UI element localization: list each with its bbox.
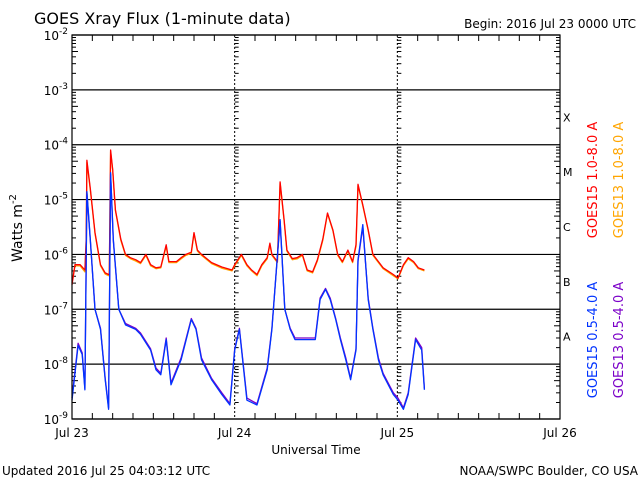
flare-class-label: C: [563, 221, 571, 234]
y-tick-label: 10-7: [44, 301, 68, 317]
y-tick-exponent: -6: [59, 246, 68, 256]
legend-entry: GOES15 0.5-4.0 A: [586, 282, 601, 399]
y-axis-label: Watts m-2: [8, 194, 26, 262]
footer-updated: Updated 2016 Jul 25 04:03:12 UTC: [2, 464, 210, 478]
x-tick-label: Jul 24: [217, 426, 252, 440]
series-line-goes13-0-5-4-0-a: [71, 173, 426, 409]
flare-class-label: A: [563, 331, 571, 344]
x-axis-label: Universal Time: [271, 443, 360, 457]
y-tick-base: 10: [44, 248, 59, 262]
y-tick-label: 10-2: [44, 27, 68, 43]
plot-frame: [71, 34, 561, 420]
flare-class-label: X: [563, 111, 571, 124]
y-tick-base: 10: [44, 413, 59, 427]
y-tick-label: 10-4: [44, 137, 69, 153]
chart-title: GOES Xray Flux (1-minute data): [34, 9, 291, 28]
x-tick-label: Jul 23: [54, 426, 89, 440]
flare-class-label: M: [563, 166, 573, 179]
legend-entry: GOES13 0.5-4.0 A: [612, 282, 627, 399]
x-tick-label: Jul 25: [380, 426, 415, 440]
x-tick-label: Jul 26: [542, 426, 577, 440]
y-tick-exponent: -5: [59, 192, 68, 202]
y-tick-base: 10: [44, 358, 59, 372]
y-tick-base: 10: [44, 29, 59, 43]
y-axis-label-group: Watts m-2: [8, 194, 26, 262]
y-tick-exponent: -4: [59, 137, 68, 147]
legend-entry: GOES15 1.0-8.0 A: [586, 122, 601, 239]
series-line-goes15-0-5-4-0-a: [71, 171, 426, 410]
flare-class-label: B: [563, 276, 571, 289]
y-tick-exponent: -2: [59, 27, 68, 37]
series-line-goes15-1-0-8-0-a: [71, 149, 425, 285]
y-tick-base: 10: [44, 194, 59, 208]
y-tick-label: 10-3: [44, 82, 68, 98]
y-tick-base: 10: [44, 303, 59, 317]
y-tick-label: 10-9: [44, 411, 69, 427]
y-tick-exponent: -3: [59, 82, 68, 92]
y-tick-exponent: -8: [59, 356, 68, 366]
begin-label: Begin: 2016 Jul 23 0000 UTC: [464, 17, 636, 31]
y-tick-label: 10-8: [44, 356, 69, 372]
footer-credit: NOAA/SWPC Boulder, CO USA: [460, 464, 639, 478]
y-tick-label: 10-6: [44, 246, 69, 262]
y-tick-exponent: -7: [59, 301, 68, 311]
y-tick-exponent: -9: [59, 411, 68, 421]
y-tick-label: 10-5: [44, 192, 68, 208]
series-line-goes13-1-0-8-0-a: [71, 150, 425, 284]
legend-entry: GOES13 1.0-8.0 A: [612, 122, 627, 239]
y-tick-base: 10: [44, 84, 59, 98]
y-tick-base: 10: [44, 139, 59, 153]
y-axis-label-sup: -2: [8, 194, 19, 204]
y-axis-label-text: Watts m: [10, 204, 26, 262]
